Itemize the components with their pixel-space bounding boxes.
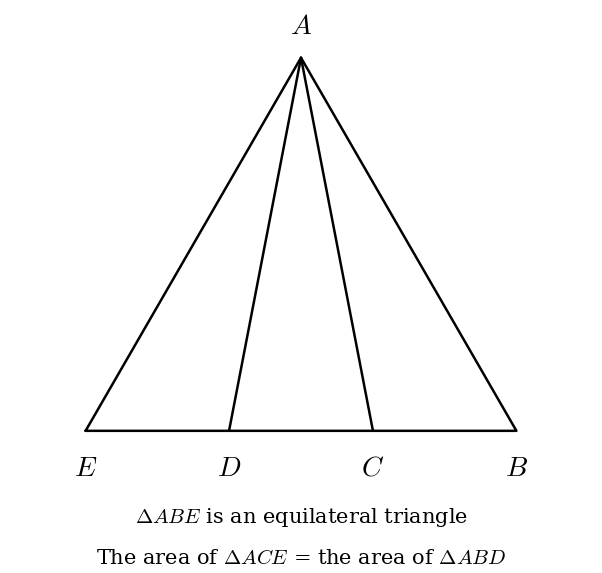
Text: $\Delta ABE$ is an equilateral triangle: $\Delta ABE$ is an equilateral triangle — [134, 506, 468, 529]
Text: $A$: $A$ — [290, 14, 312, 41]
Text: $D$: $D$ — [217, 454, 241, 481]
Text: $B$: $B$ — [505, 454, 528, 481]
Text: $E$: $E$ — [74, 454, 97, 481]
Text: $C$: $C$ — [361, 454, 385, 481]
Text: The area of $\Delta ACE$ = the area of $\Delta ABD$: The area of $\Delta ACE$ = the area of $… — [96, 550, 506, 568]
